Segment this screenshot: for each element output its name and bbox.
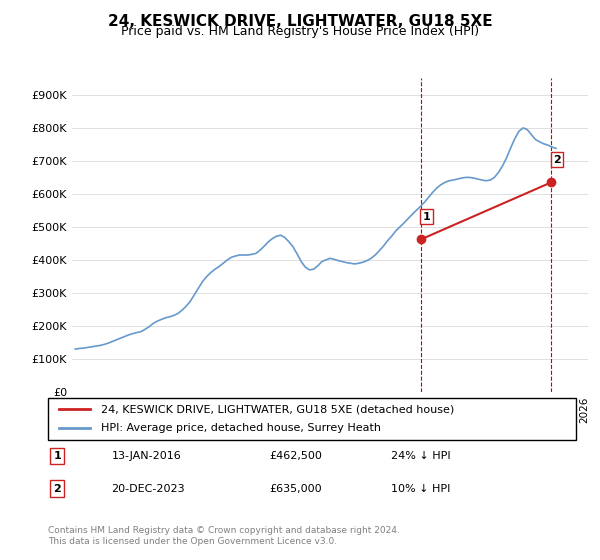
Text: 24% ↓ HPI: 24% ↓ HPI: [391, 451, 451, 461]
Text: 10% ↓ HPI: 10% ↓ HPI: [391, 484, 451, 493]
FancyBboxPatch shape: [48, 398, 576, 440]
Text: 1: 1: [422, 212, 430, 222]
Text: £462,500: £462,500: [270, 451, 323, 461]
Text: 2: 2: [53, 484, 61, 493]
Text: 13-JAN-2016: 13-JAN-2016: [112, 451, 181, 461]
Text: 2: 2: [553, 155, 560, 165]
Text: 1: 1: [53, 451, 61, 461]
Text: Contains HM Land Registry data © Crown copyright and database right 2024.
This d: Contains HM Land Registry data © Crown c…: [48, 526, 400, 546]
Text: 24, KESWICK DRIVE, LIGHTWATER, GU18 5XE: 24, KESWICK DRIVE, LIGHTWATER, GU18 5XE: [107, 14, 493, 29]
Text: HPI: Average price, detached house, Surrey Heath: HPI: Average price, detached house, Surr…: [101, 423, 381, 433]
Text: Price paid vs. HM Land Registry's House Price Index (HPI): Price paid vs. HM Land Registry's House …: [121, 25, 479, 38]
Text: 24, KESWICK DRIVE, LIGHTWATER, GU18 5XE (detached house): 24, KESWICK DRIVE, LIGHTWATER, GU18 5XE …: [101, 404, 454, 414]
Text: 20-DEC-2023: 20-DEC-2023: [112, 484, 185, 493]
Text: £635,000: £635,000: [270, 484, 322, 493]
